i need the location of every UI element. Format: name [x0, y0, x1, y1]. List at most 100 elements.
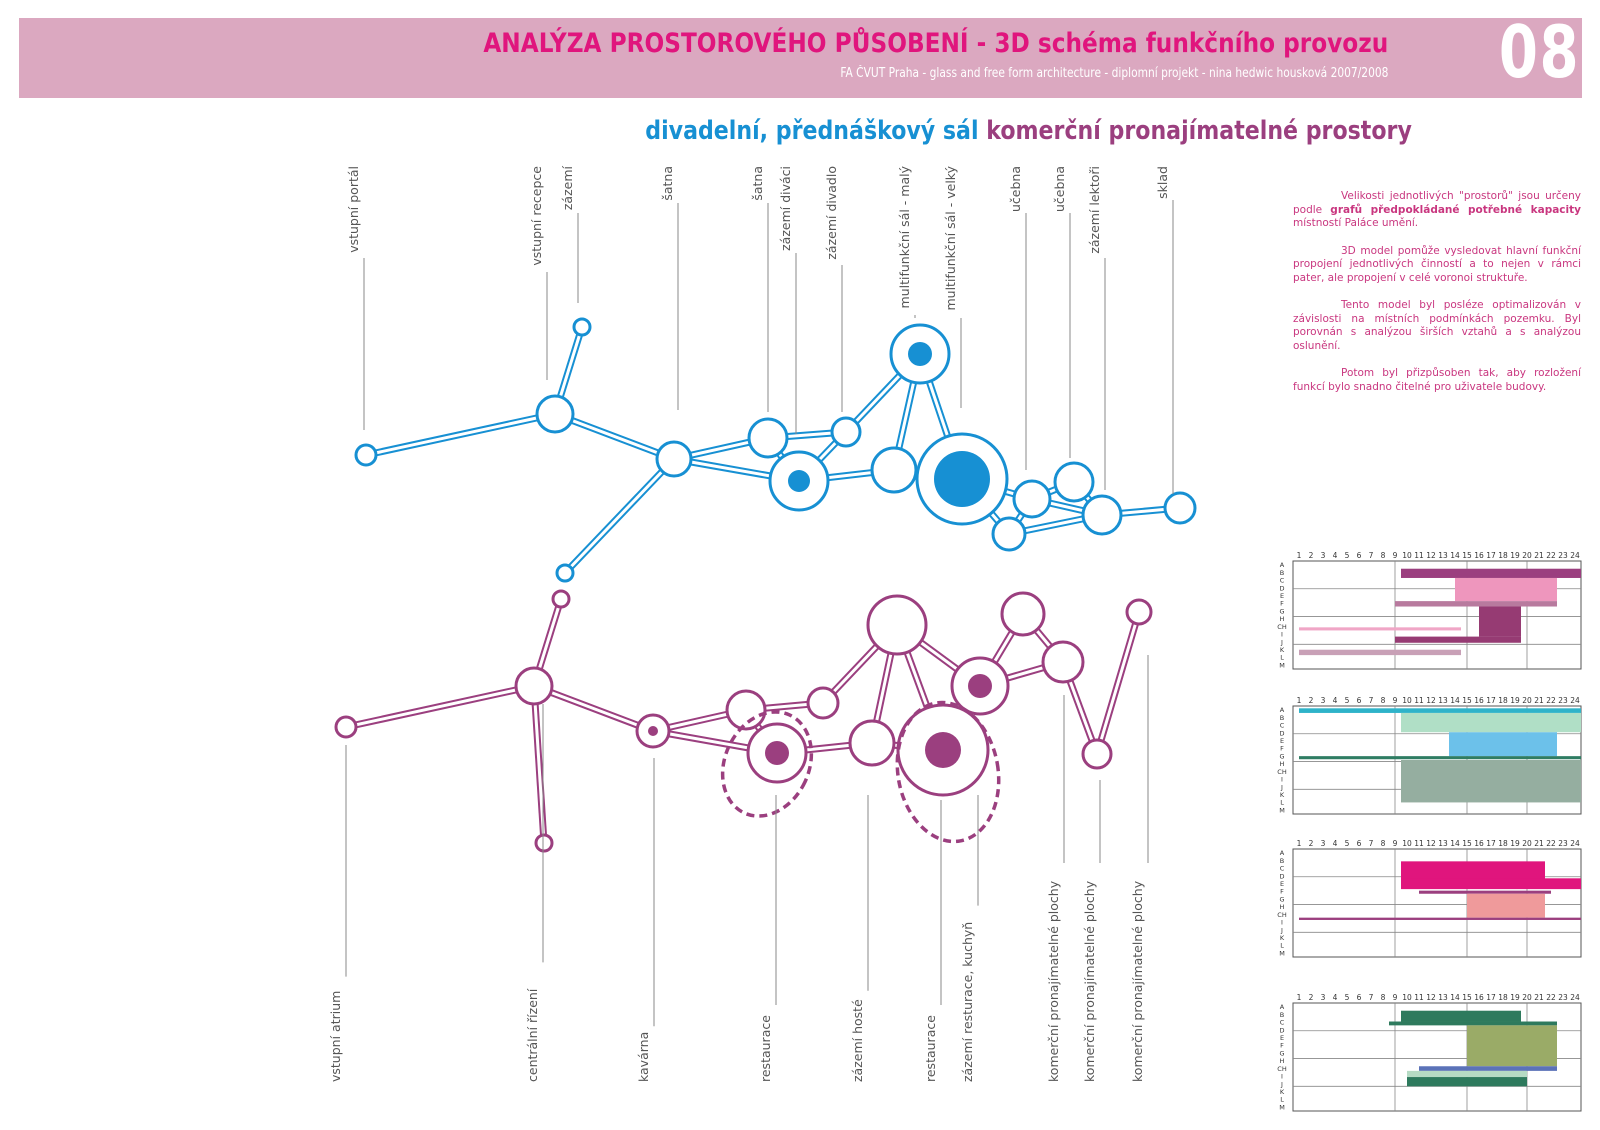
purple-node-6: [806, 686, 840, 720]
restaurant-zone-outline: [720, 710, 814, 818]
schedule-hour-label: 11: [1414, 993, 1424, 1002]
blue-label-6: zázemí divadlo: [824, 166, 839, 260]
schedule-row-label: M: [1279, 1103, 1285, 1111]
schedule-hour-label: 16: [1474, 696, 1484, 705]
blue-label-5: zázemí diváci: [778, 166, 793, 251]
schedule-row-label: C: [1280, 577, 1285, 585]
schedule-bar-5: [1395, 636, 1521, 643]
description-p1-end: místností Paláce umění.: [1293, 217, 1419, 229]
schedule-row-label: K: [1280, 646, 1285, 654]
purple-label-2: kavárna: [636, 1032, 651, 1082]
schedule-bar-2: [1467, 1025, 1557, 1067]
schedule-hour-label: 3: [1321, 551, 1326, 560]
schedule-hour-label: 24: [1570, 839, 1580, 848]
schedule-row-label: I: [1281, 919, 1283, 927]
blue-node-15: [1163, 491, 1197, 525]
schedule-row-label: H: [1280, 1057, 1285, 1065]
restaurant-kitchen-zone-outline: [895, 700, 1001, 844]
schedule-hour-label: 1: [1297, 696, 1302, 705]
schedule-hour-label: 24: [1570, 993, 1580, 1002]
schedule-row-label: H: [1280, 760, 1285, 768]
schedule-bar-2: [1395, 601, 1557, 607]
blue-node-14: [991, 516, 1027, 552]
schedule-chart-4: 1 2 3 4 5 6 7 8 9 10 11 12 13 14 15 16 17 18 19 20 21 22 23 24A…: [1277, 993, 1582, 1112]
schedule-hour-label: 6: [1357, 993, 1362, 1002]
purple-node-core-11: [968, 674, 992, 698]
schedule-hour-label: 5: [1345, 839, 1350, 848]
schedule-hour-label: 8: [1381, 696, 1386, 705]
schedule-hour-label: 20: [1522, 839, 1532, 848]
schedule-bar-4: [1401, 760, 1581, 803]
schedule-hour-label: 10: [1402, 696, 1412, 705]
blue-label-2: zázemí: [560, 165, 575, 210]
schedule-row-label: D: [1279, 1026, 1284, 1034]
purple-label-9: komerční pronajímatelné plochy: [1130, 880, 1145, 1082]
schedule-hour-label: 19: [1510, 993, 1520, 1002]
schedule-hour-label: 23: [1558, 839, 1568, 848]
purple-node-core-4: [648, 726, 658, 736]
schedule-bar-2: [1419, 890, 1551, 894]
blue-label-3: šatna: [660, 166, 675, 201]
schedule-hour-label: 20: [1522, 551, 1532, 560]
schedule-hour-label: 8: [1381, 993, 1386, 1002]
blue-node-5: [747, 417, 789, 459]
schedule-hour-label: 21: [1534, 696, 1544, 705]
description-text: Velikosti jednotlivých "prostorů" jsou u…: [1293, 190, 1581, 408]
schedule-hour-label: 18: [1498, 839, 1508, 848]
schedule-row-label: H: [1280, 903, 1285, 911]
schedule-hour-label: 23: [1558, 993, 1568, 1002]
schedule-hour-label: 16: [1474, 993, 1484, 1002]
purple-label-7: komerční pronajímatelné plochy: [1046, 880, 1061, 1082]
schedule-row-label: E: [1280, 737, 1284, 745]
blue-label-8: multifunkční sál - velký: [943, 165, 958, 310]
schedule-row-label: J: [1280, 638, 1283, 646]
purple-label-4: zázemí hosté: [850, 999, 865, 1082]
legend-heading: divadelní, přednáškový sál komerční pron…: [645, 116, 1412, 146]
schedule-row-label: C: [1280, 865, 1285, 873]
blue-label-11: zázemí lektoři: [1087, 166, 1102, 254]
description-p1: Velikosti jednotlivých "prostorů" jsou u…: [1293, 190, 1581, 231]
schedule-hour-label: 1: [1297, 839, 1302, 848]
schedule-hour-label: 9: [1393, 551, 1398, 560]
schedule-hour-label: 15: [1462, 993, 1472, 1002]
schedule-bar-6: [1299, 649, 1461, 656]
schedule-row-label: L: [1280, 942, 1284, 950]
schedule-hour-label: 4: [1333, 839, 1338, 848]
schedule-hour-label: 13: [1438, 696, 1448, 705]
schedule-hour-label: 13: [1438, 839, 1448, 848]
schedule-row-label: C: [1280, 1019, 1285, 1027]
description-p1-start: Velikosti jednotlivých "prostorů" jsou u…: [1293, 190, 1581, 216]
schedule-hour-label: 2: [1309, 696, 1314, 705]
schedule-hour-label: 9: [1393, 993, 1398, 1002]
description-p4: Potom byl přizpůsoben tak, aby rozložení…: [1293, 367, 1581, 393]
schedule-hour-label: 13: [1438, 551, 1448, 560]
schedule-hour-label: 5: [1345, 993, 1350, 1002]
legend-purple-label: komerční pronajímatelné prostory: [986, 116, 1412, 146]
schedule-hour-label: 17: [1486, 696, 1496, 705]
schedule-row-label: L: [1280, 654, 1284, 662]
blue-link-inner-3: [563, 457, 676, 575]
blue-label-12: sklad: [1155, 166, 1170, 199]
schedule-row-label: E: [1280, 1034, 1284, 1042]
schedule-hour-label: 18: [1498, 551, 1508, 560]
schedule-bar-0: [1401, 1010, 1521, 1022]
schedule-hour-label: 10: [1402, 551, 1412, 560]
blue-label-4: šatna: [750, 166, 765, 201]
blue-node-7: [830, 416, 862, 448]
schedule-hour-label: 21: [1534, 839, 1544, 848]
schedule-row-label: F: [1280, 1042, 1284, 1050]
schedule-bar-3: [1419, 1066, 1557, 1071]
purple-node-13: [1041, 640, 1085, 684]
blue-label-7: multifunkční sál - malý: [897, 165, 912, 308]
schedule-hour-label: 11: [1414, 551, 1424, 560]
blue-label-0: vstupní portál: [346, 166, 361, 253]
schedule-row-label: H: [1280, 615, 1285, 623]
schedule-hour-label: 9: [1393, 839, 1398, 848]
schedule-row-label: B: [1280, 714, 1284, 722]
schedule-hour-label: 14: [1450, 993, 1460, 1002]
schedule-bar-5: [1407, 1077, 1527, 1087]
schedule-hour-label: 4: [1333, 993, 1338, 1002]
schedule-bar-1: [1401, 712, 1581, 733]
schedule-row-label: CH: [1277, 1065, 1287, 1073]
schedule-hour-label: 11: [1414, 696, 1424, 705]
